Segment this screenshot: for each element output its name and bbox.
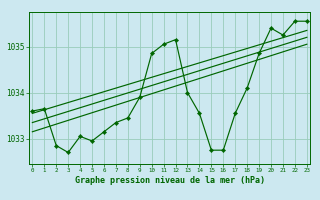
X-axis label: Graphe pression niveau de la mer (hPa): Graphe pression niveau de la mer (hPa) — [75, 176, 265, 185]
